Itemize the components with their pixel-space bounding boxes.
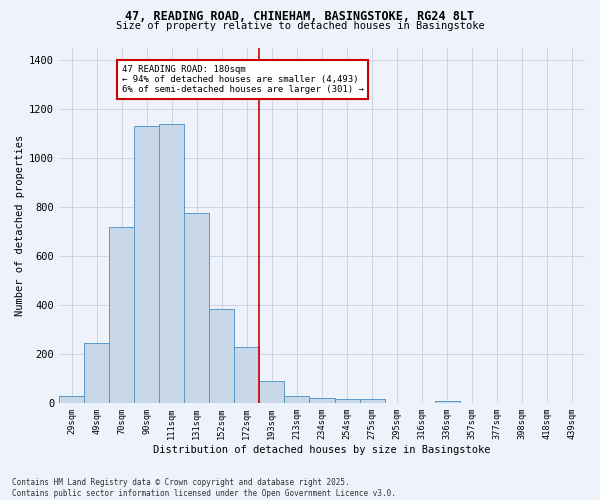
Bar [184, 213, 209, 403]
Bar [284, 396, 310, 403]
X-axis label: Distribution of detached houses by size in Basingstoke: Distribution of detached houses by size … [153, 445, 491, 455]
Bar [209, 308, 235, 403]
Text: Contains HM Land Registry data © Crown copyright and database right 2025.
Contai: Contains HM Land Registry data © Crown c… [12, 478, 396, 498]
Bar [335, 400, 359, 403]
Bar [159, 124, 184, 403]
Bar [310, 398, 335, 403]
Bar [435, 400, 460, 403]
Bar [235, 346, 259, 403]
Text: 47, READING ROAD, CHINEHAM, BASINGSTOKE, RG24 8LT: 47, READING ROAD, CHINEHAM, BASINGSTOKE,… [125, 10, 475, 23]
Text: 47 READING ROAD: 180sqm
← 94% of detached houses are smaller (4,493)
6% of semi-: 47 READING ROAD: 180sqm ← 94% of detache… [122, 64, 364, 94]
Bar [259, 381, 284, 403]
Bar [134, 126, 159, 403]
Bar [109, 226, 134, 403]
Bar [84, 343, 109, 403]
Bar [359, 400, 385, 403]
Text: Size of property relative to detached houses in Basingstoke: Size of property relative to detached ho… [116, 21, 484, 31]
Y-axis label: Number of detached properties: Number of detached properties [15, 134, 25, 316]
Bar [59, 396, 84, 403]
